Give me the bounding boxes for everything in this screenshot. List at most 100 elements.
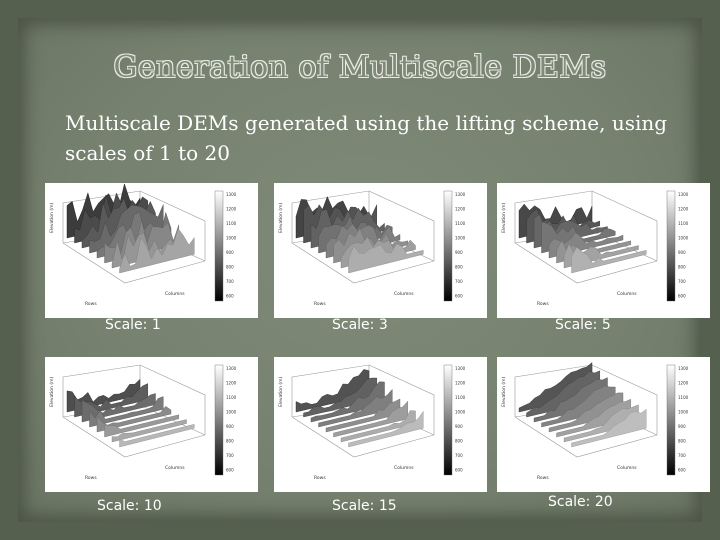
axis-label-y: Columns [165, 465, 185, 471]
colorbar-tick-label: 1000 [226, 236, 237, 241]
dem-surface-plot: 1300 1200 1100 1000 900 800 700 600 Rows Columns E… [49, 364, 237, 481]
dem-surface-plot: 1300 1200 1100 1000 900 800 700 600 Rows Columns E… [501, 362, 689, 481]
axis-label-y: Columns [394, 291, 414, 297]
terrain-strip [325, 398, 401, 433]
colorbar-tick-label: 900 [678, 250, 686, 255]
colorbar-tick-label: 1000 [678, 410, 689, 415]
colorbar-tick-label: 1100 [226, 395, 237, 400]
dem-surface-plot: 1300 1200 1100 1000 900 800 700 600 Rows Columns E… [278, 364, 466, 481]
colorbar-tick-label: 800 [226, 439, 234, 444]
colorbar-tick-label: 700 [455, 453, 463, 458]
axis-label-x: Rows [537, 475, 549, 481]
colorbar-tick-label: 1000 [455, 236, 466, 241]
scale-caption: Scale: 20 [548, 494, 613, 510]
colorbar-tick-label: 600 [678, 468, 686, 473]
colorbar-tick-label: 700 [678, 453, 686, 458]
colorbar-tick-label: 900 [455, 250, 463, 255]
colorbar-tick-label: 800 [455, 265, 463, 270]
colorbar [214, 190, 224, 302]
colorbar-tick-label: 1300 [678, 366, 689, 371]
axis-label-x: Rows [537, 301, 549, 307]
terrain-strip [518, 362, 593, 413]
colorbar-tick-label: 700 [455, 279, 463, 284]
axis-label-x: Rows [314, 301, 326, 307]
axis-label-z: Elevation (m) [49, 203, 55, 233]
terrain-strip [318, 388, 393, 428]
colorbar [666, 364, 676, 476]
axis-label-y: Columns [394, 465, 414, 471]
colorbar-tick-label: 900 [226, 250, 234, 255]
terrain-strip [541, 385, 616, 428]
axis-label-x: Rows [314, 475, 326, 481]
colorbar [443, 190, 453, 302]
colorbar-tick-label: 700 [678, 279, 686, 284]
terrain-strip [96, 406, 172, 433]
axis-label-x: Rows [85, 301, 97, 307]
colorbar-tick-label: 1200 [678, 207, 689, 212]
colorbar-tick-label: 600 [678, 294, 686, 299]
terrain-strip [571, 246, 647, 274]
scale-caption: Scale: 15 [332, 498, 397, 514]
colorbar-tick-label: 800 [678, 439, 686, 444]
slide-title: Generation of Multiscale DEMs [113, 50, 607, 85]
colorbar [443, 364, 453, 476]
colorbar-tick-label: 600 [226, 468, 234, 473]
colorbar-tick-label: 600 [455, 468, 463, 473]
axis-label-y: Columns [617, 291, 637, 297]
colorbar-tick-label: 1300 [455, 366, 466, 371]
axis-label-z: Elevation (m) [501, 377, 507, 407]
terrain-strip [310, 381, 385, 423]
colorbar-tick-label: 600 [226, 294, 234, 299]
dem-plot-panel: 1300 1200 1100 1000 900 800 700 600 Rows Columns E… [274, 357, 487, 492]
colorbar-tick-label: 1300 [455, 192, 466, 197]
colorbar-tick-label: 1300 [678, 192, 689, 197]
dem-plot-panel: 1300 1200 1100 1000 900 800 700 600 Rows Columns E… [497, 183, 710, 318]
terrain-strip [533, 377, 608, 423]
colorbar-tick-label: 1100 [678, 395, 689, 400]
terrain-strip [89, 396, 164, 428]
colorbar [666, 190, 676, 302]
axis-label-z: Elevation (m) [49, 377, 55, 407]
terrain-strip [348, 410, 424, 448]
axis-label-y: Columns [617, 465, 637, 471]
colorbar-tick-label: 1300 [226, 366, 237, 371]
dem-surface-plot: 1300 1200 1100 1000 900 800 700 600 Rows Columns E… [501, 190, 689, 307]
dem-plot-panel: 1300 1200 1100 1000 900 800 700 600 Rows Columns E… [45, 183, 258, 318]
terrain-strip [526, 370, 601, 418]
colorbar-tick-label: 1000 [678, 236, 689, 241]
terrain-strip [556, 398, 632, 438]
scale-caption: Scale: 5 [555, 317, 611, 333]
axis-label-x: Rows [85, 475, 97, 481]
dem-plot-panel: 1300 1200 1100 1000 900 800 700 600 Rows Columns E… [497, 357, 710, 492]
scale-caption: Scale: 1 [105, 317, 161, 333]
colorbar-tick-label: 1200 [226, 381, 237, 386]
scale-caption: Scale: 3 [332, 317, 388, 333]
colorbar-tick-label: 1200 [678, 381, 689, 386]
colorbar-tick-label: 1300 [226, 192, 237, 197]
colorbar-tick-label: 700 [226, 279, 234, 284]
terrain-strip [295, 369, 370, 413]
colorbar-tick-label: 1000 [226, 410, 237, 415]
colorbar-tick-label: 1200 [226, 207, 237, 212]
axis-label-y: Columns [165, 291, 185, 297]
colorbar-tick-label: 900 [226, 424, 234, 429]
colorbar-tick-label: 1000 [455, 410, 466, 415]
terrain-strip [563, 404, 639, 443]
colorbar-tick-label: 1100 [455, 395, 466, 400]
colorbar-tick-label: 1100 [678, 221, 689, 226]
terrain-strip [104, 414, 180, 438]
terrain-strip [348, 243, 424, 274]
colorbar-tick-label: 900 [455, 424, 463, 429]
colorbar-tick-label: 1200 [455, 207, 466, 212]
terrain-strip [303, 377, 378, 418]
colorbar-tick-label: 1200 [455, 381, 466, 386]
colorbar-tick-label: 800 [455, 439, 463, 444]
axis-label-z: Elevation (m) [278, 377, 284, 407]
terrain-strip [571, 408, 647, 448]
dem-plot-panel: 1300 1200 1100 1000 900 800 700 600 Rows Columns E… [274, 183, 487, 318]
dem-surface-plot: 1300 1200 1100 1000 900 800 700 600 Rows Columns E… [49, 183, 237, 307]
axis-label-z: Elevation (m) [278, 203, 284, 233]
colorbar-tick-label: 700 [226, 453, 234, 458]
terrain-strip [119, 424, 195, 448]
